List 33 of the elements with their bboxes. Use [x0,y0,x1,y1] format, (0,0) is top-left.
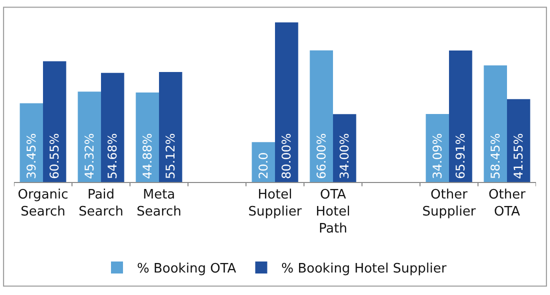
x-tick-label: Hotel Supplier [248,188,302,220]
bar [507,99,530,182]
x-tick-label: OTA Hotel Path [316,188,350,236]
data-label: 41.55% [512,133,526,179]
data-label: 34.00% [338,133,352,179]
data-label: 60.55% [48,133,62,179]
x-tick-label: Meta Search [136,188,182,220]
data-label: 55.12% [164,133,178,179]
x-tick-label: Other OTA [488,188,526,220]
legend-label: % Booking OTA [137,262,236,277]
data-label: 45.32% [82,133,96,179]
data-label: 65.91% [454,133,468,179]
data-label: 39.45% [24,133,38,179]
x-tick-label: Organic Search [18,188,68,220]
x-tick-label: Other Supplier [422,188,476,220]
data-label: 44.88% [140,133,154,179]
bar [101,72,124,182]
data-label: 20.0 [256,152,270,179]
bar [449,50,472,182]
x-tick-label: Paid Search [78,188,124,220]
bar [136,92,159,182]
bar [484,65,507,182]
bar [159,72,182,182]
data-label: 66.00% [314,133,328,179]
legend-label: % Booking Hotel Supplier [281,262,448,277]
bar [43,61,66,182]
data-label: 80.00% [280,133,294,179]
bar [275,22,298,182]
data-label: 34.09% [430,133,444,179]
bar [310,50,333,182]
bar [78,92,101,182]
data-label: 58.45% [488,133,502,179]
data-label: 54.68% [106,133,120,179]
